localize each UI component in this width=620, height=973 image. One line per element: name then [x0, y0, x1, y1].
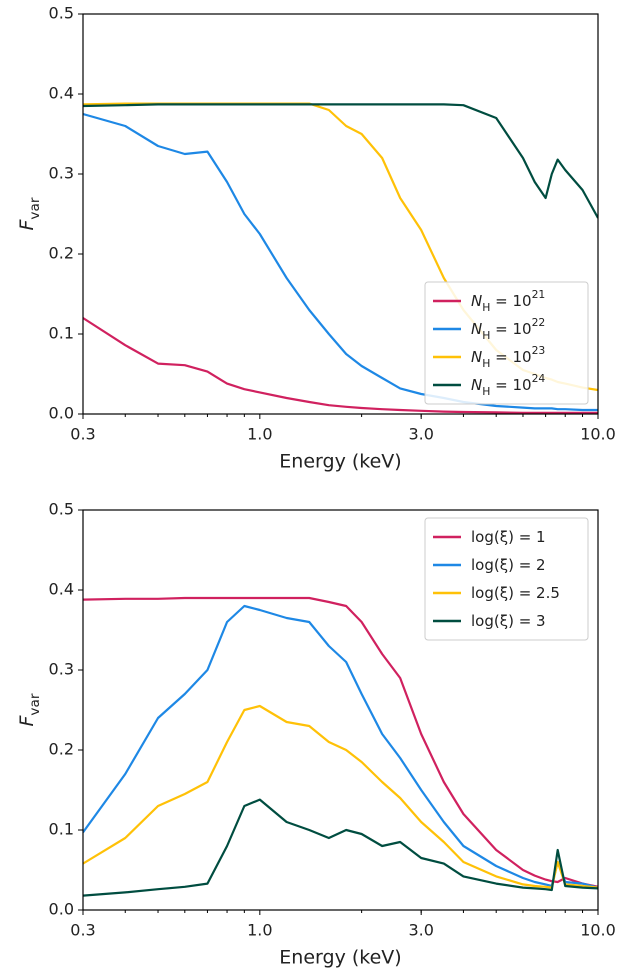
plot-area	[83, 102, 598, 414]
legend-label: log(ξ) = 3	[471, 612, 546, 630]
y-tick-label: 0.1	[49, 820, 74, 839]
legend-label: log(ξ) = 2.5	[471, 584, 560, 602]
series-line	[83, 604, 598, 889]
y-tick-label: 0.2	[49, 244, 74, 263]
y-tick-label: 0.1	[49, 324, 74, 343]
legend-label: log(ξ) = 1	[471, 528, 546, 546]
series-line	[83, 596, 598, 888]
x-tick-label: 1.0	[247, 425, 272, 444]
x-tick-label: 3.0	[408, 921, 433, 940]
y-axis-label: Fvar	[16, 197, 44, 230]
series-line	[83, 798, 598, 897]
y-axis-label: Fvar	[16, 693, 44, 726]
x-tick-label: 0.3	[70, 425, 95, 444]
legend-label: NH = 1023	[471, 344, 545, 370]
series-line	[83, 103, 598, 219]
x-axis-label: Energy (keV)	[279, 947, 401, 969]
legend-label: NH = 1022	[471, 316, 545, 342]
series-line	[83, 317, 598, 414]
legend-label: log(ξ) = 2	[471, 556, 546, 574]
legend-label: NH = 1021	[471, 288, 545, 314]
x-tick-label: 0.3	[70, 921, 95, 940]
y-tick-label: 0.4	[49, 84, 74, 103]
y-tick-label: 0.5	[49, 4, 74, 23]
y-tick-label: 0.3	[49, 164, 74, 183]
x-tick-label: 10.0	[580, 921, 616, 940]
x-tick-label: 10.0	[580, 425, 616, 444]
y-tick-label: 0.0	[49, 900, 74, 919]
y-tick-label: 0.0	[49, 404, 74, 423]
y-tick-label: 0.4	[49, 580, 74, 599]
series-line	[83, 112, 598, 412]
x-tick-label: 1.0	[247, 921, 272, 940]
legend-label: NH = 1024	[471, 372, 545, 398]
x-tick-label: 3.0	[408, 425, 433, 444]
series-line	[83, 704, 598, 889]
y-tick-label: 0.3	[49, 660, 74, 679]
axes-frame	[82, 509, 599, 911]
legend-box	[424, 281, 589, 405]
y-tick-label: 0.2	[49, 740, 74, 759]
x-axis-label: Energy (keV)	[279, 451, 401, 473]
legend-box	[424, 517, 589, 641]
legend: log(ξ) = 1 log(ξ) = 2 log(ξ) = 2.5 log(ξ) =…	[424, 517, 589, 641]
axes-frame	[82, 13, 599, 415]
plot-area	[83, 596, 598, 897]
y-tick-label: 0.5	[49, 500, 74, 519]
